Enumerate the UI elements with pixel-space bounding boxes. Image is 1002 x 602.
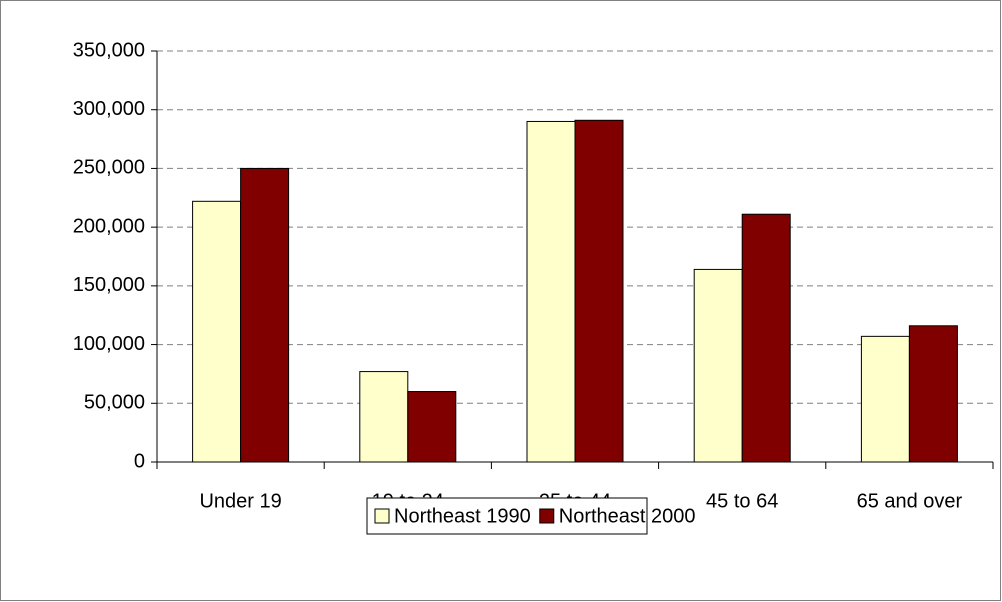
legend-label: Northeast 1990 xyxy=(394,505,531,527)
bar xyxy=(693,268,743,463)
legend-swatch xyxy=(539,508,555,524)
legend-label: Northeast 2000 xyxy=(559,505,696,527)
y-tick-label: 200,000 xyxy=(73,215,145,237)
bar xyxy=(192,200,242,463)
y-tick-label: 100,000 xyxy=(73,333,145,355)
y-tick-label: 300,000 xyxy=(73,98,145,120)
bar xyxy=(359,371,409,463)
y-tick-label: 50,000 xyxy=(84,392,145,414)
x-tick-label: 65 and over xyxy=(857,490,963,512)
y-tick-label: 250,000 xyxy=(73,157,145,179)
bar xyxy=(574,119,624,463)
x-tick-label: 45 to 64 xyxy=(706,490,778,512)
legend-swatch xyxy=(374,508,390,524)
y-tick-label: 150,000 xyxy=(73,274,145,296)
bar xyxy=(908,325,958,463)
bar xyxy=(240,167,290,463)
y-tick-label: 350,000 xyxy=(73,39,145,61)
bar xyxy=(407,391,457,463)
bar xyxy=(741,213,791,463)
legend-box xyxy=(366,497,648,535)
bar xyxy=(526,120,576,463)
bar xyxy=(860,335,910,463)
x-tick-label: Under 19 xyxy=(199,490,281,512)
y-tick-label: 0 xyxy=(134,450,145,472)
